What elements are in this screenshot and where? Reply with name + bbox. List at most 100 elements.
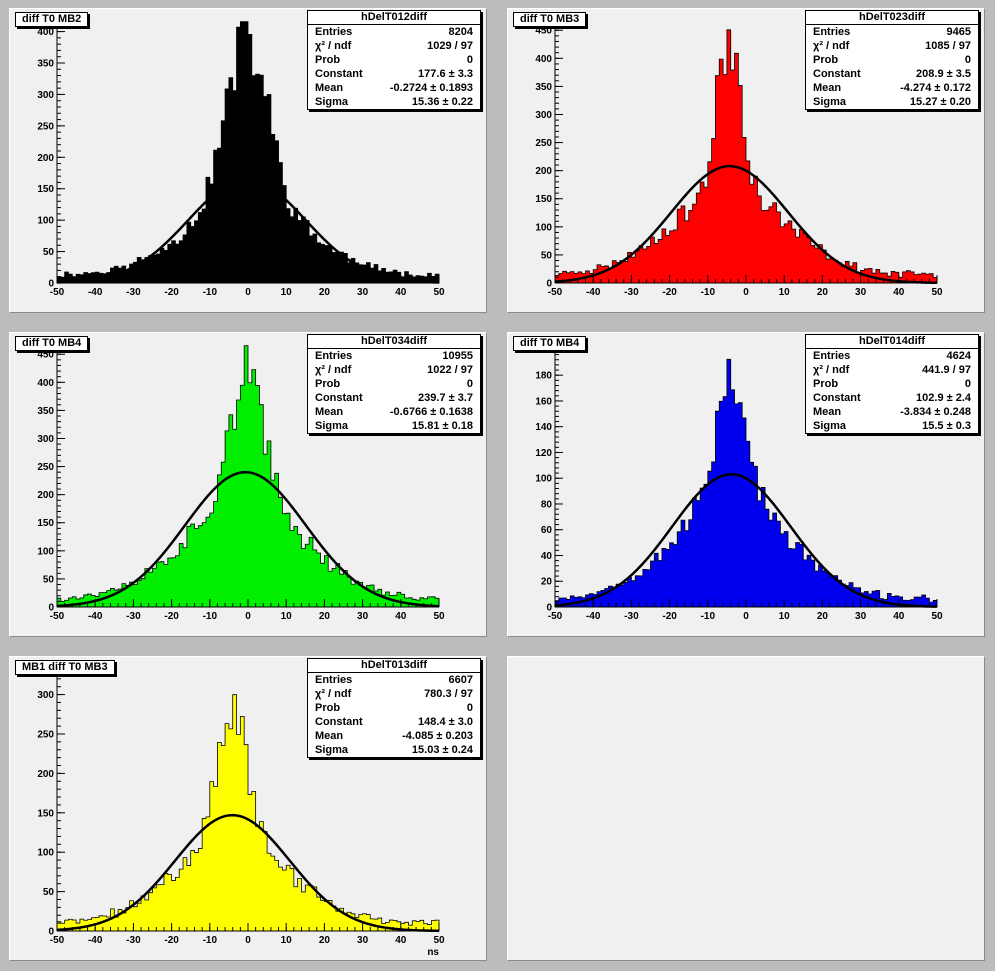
stats-label: Entries	[315, 350, 353, 362]
stats-label: Prob	[813, 54, 839, 66]
x-tick-label: 30	[855, 611, 867, 622]
pad-3: -50 -40 -30 -20 -10 0 10 20 30 40 50 0 50 100 150 200 25…	[9, 332, 487, 637]
x-tick-label: -50	[50, 611, 65, 622]
y-tick-label: 150	[37, 518, 54, 529]
stats-value: -4.274 ± 0.172	[900, 82, 971, 94]
y-tick-label: 180	[535, 371, 552, 382]
y-tick-label: 250	[535, 138, 552, 149]
stats-row: χ² / ndf 1022 / 97	[308, 363, 480, 377]
x-tick-label: 40	[395, 287, 407, 298]
stats-row: Sigma 15.36 ± 0.22	[308, 95, 480, 109]
stats-label: Entries	[315, 26, 353, 38]
y-tick-label: 0	[48, 927, 54, 938]
stats-row: Constant 208.9 ± 3.5	[806, 67, 978, 81]
plot-title-5: MB1 diff T0 MB3	[15, 660, 115, 675]
x-tick-label: 10	[779, 287, 791, 298]
stats-value: 1022 / 97	[427, 364, 473, 376]
x-tick-label: 50	[433, 611, 445, 622]
stats-row: Prob 0	[806, 53, 978, 67]
y-tick-label: 50	[43, 574, 55, 585]
x-tick-label: 40	[893, 611, 905, 622]
x-tick-label: -30	[126, 935, 141, 946]
y-tick-label: 20	[541, 577, 553, 588]
stats-label: Sigma	[315, 96, 349, 108]
stats-label: Mean	[315, 406, 344, 418]
y-tick-label: 100	[37, 848, 54, 859]
stats-label: χ² / ndf	[315, 688, 352, 700]
y-tick-label: 140	[535, 422, 552, 433]
x-tick-label: -20	[164, 287, 179, 298]
stats-row: χ² / ndf 1085 / 97	[806, 39, 978, 53]
stats-label: χ² / ndf	[315, 40, 352, 52]
stats-value: 10955	[442, 350, 473, 362]
x-tick-label: 50	[931, 611, 943, 622]
stats-box-2: hDelT023diff Entries 9465 χ² / ndf 1085 / 97…	[805, 10, 979, 110]
y-tick-label: 50	[43, 887, 55, 898]
stats-row: Constant 102.9 ± 2.4	[806, 391, 978, 405]
stats-label: χ² / ndf	[315, 364, 352, 376]
stats-box-5: hDelT013diff Entries 6607 χ² / ndf 780.3 / 9…	[307, 658, 481, 758]
x-tick-label: 50	[433, 287, 445, 298]
x-tick-label: -50	[548, 287, 563, 298]
stats-label: Sigma	[315, 420, 349, 432]
stats-label: Prob	[315, 378, 341, 390]
stats-value: 15.27 ± 0.20	[909, 96, 971, 108]
x-tick-label: -20	[662, 611, 677, 622]
x-tick-label: 20	[319, 935, 331, 946]
stats-value: 8204	[448, 26, 473, 38]
pad-4: -50 -40 -30 -20 -10 0 10 20 30 40 50 0 20 40 60 80 100 12…	[507, 332, 985, 637]
y-tick-label: 300	[37, 90, 54, 101]
x-tick-label: 20	[319, 611, 331, 622]
x-tick-label: -30	[624, 287, 639, 298]
stats-value: 239.7 ± 3.7	[418, 392, 473, 404]
y-tick-label: 120	[535, 448, 552, 459]
y-tick-label: 250	[37, 729, 54, 740]
stats-label: Mean	[315, 82, 344, 94]
y-tick-label: 400	[535, 54, 552, 65]
y-tick-label: 250	[37, 121, 54, 132]
x-tick-label: -40	[88, 287, 103, 298]
stats-value: -3.834 ± 0.248	[900, 406, 971, 418]
stats-value: 1085 / 97	[925, 40, 971, 52]
x-tick-label: 0	[245, 611, 251, 622]
histogram-bars	[554, 29, 938, 284]
stats-value: 0	[964, 378, 971, 390]
y-tick-label: 150	[37, 184, 54, 195]
y-tick-label: 80	[541, 499, 553, 510]
stats-label: Entries	[813, 26, 851, 38]
y-tick-label: 400	[37, 378, 54, 389]
stats-row: Constant 148.4 ± 3.0	[308, 715, 480, 729]
x-tick-label: -40	[88, 611, 103, 622]
stats-name: hDelT014diff	[806, 335, 978, 349]
pad-1: -50 -40 -30 -20 -10 0 10 20 30 40 50 0 50 100 150 200 25…	[9, 8, 487, 313]
y-tick-label: 100	[535, 474, 552, 485]
stats-value: 15.36 ± 0.22	[411, 96, 473, 108]
fit-curve	[56, 470, 440, 608]
x-tick-label: -40	[586, 611, 601, 622]
histogram-bars	[56, 21, 440, 284]
x-tick-label: 10	[281, 611, 293, 622]
stats-label: Mean	[813, 82, 842, 94]
y-tick-label: 50	[43, 247, 55, 258]
stats-label: Constant	[315, 392, 363, 404]
stats-value: 15.81 ± 0.18	[411, 420, 473, 432]
x-tick-label: -40	[88, 935, 103, 946]
y-tick-label: 50	[541, 250, 553, 261]
stats-value: 9465	[946, 26, 971, 38]
stats-row: Entries 10955	[308, 349, 480, 363]
x-tick-label: -10	[701, 287, 716, 298]
stats-row: Prob 0	[806, 377, 978, 391]
stats-row: Entries 6607	[308, 673, 480, 687]
y-tick-label: 450	[535, 26, 552, 37]
stats-value: 6607	[448, 674, 473, 686]
histogram-plot-2: -50 -40 -30 -20 -10 0 10 20 30 40 50 0 50 100 150 200 25…	[535, 18, 943, 298]
y-tick-label: 450	[37, 350, 54, 361]
x-tick-label: 50	[931, 287, 943, 298]
pad-6-empty	[507, 656, 985, 961]
x-tick-label: -20	[164, 611, 179, 622]
fit-curve	[554, 164, 938, 285]
stats-row: χ² / ndf 780.3 / 97	[308, 687, 480, 701]
stats-label: χ² / ndf	[813, 40, 850, 52]
y-tick-label: 200	[37, 153, 54, 164]
histogram-bars	[56, 345, 440, 608]
